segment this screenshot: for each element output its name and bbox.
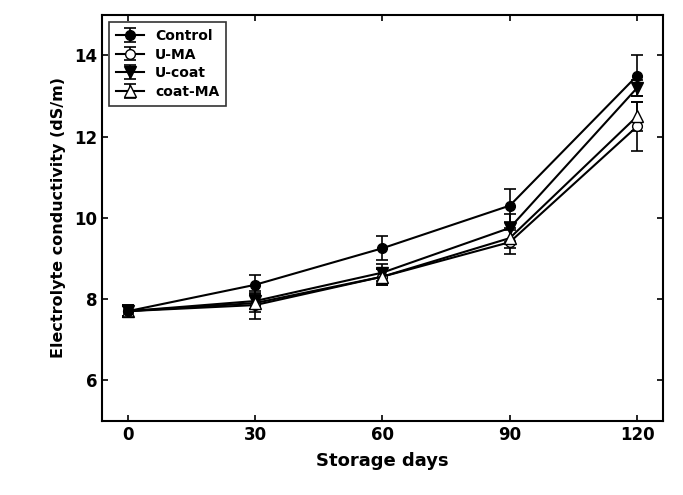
Legend: Control, U-MA, U-coat, coat-MA: Control, U-MA, U-coat, coat-MA (109, 22, 227, 106)
X-axis label: Storage days: Storage days (316, 452, 449, 470)
Y-axis label: Electrolyte conductivity (dS/m): Electrolyte conductivity (dS/m) (51, 77, 66, 358)
